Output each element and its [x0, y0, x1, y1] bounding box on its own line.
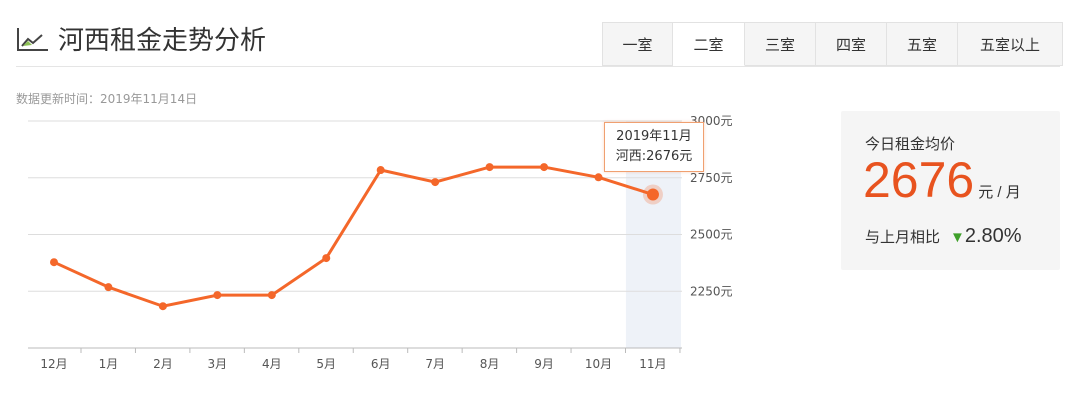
- x-tick-label: 8月: [480, 357, 500, 371]
- x-tick-label: 12月: [40, 357, 67, 371]
- data-point: [540, 163, 549, 172]
- data-point: [267, 291, 276, 300]
- data-point: [485, 163, 494, 172]
- change-value: 2.80%: [964, 225, 1022, 247]
- x-tick-label: 2月: [153, 357, 173, 371]
- tab-3-room[interactable]: 三室: [745, 22, 816, 66]
- data-point: [158, 302, 167, 311]
- title-text: 河西租金走势分析: [58, 26, 267, 56]
- avg-price: 2676 元 / 月: [863, 151, 1021, 209]
- compare-label: 与上月相比: [865, 228, 941, 246]
- page-title: 河西租金走势分析: [16, 20, 266, 57]
- price-value: 2676: [863, 152, 975, 208]
- y-tick-label: 2750元: [690, 171, 733, 185]
- update-time: 数据更新时间：2019年11月14日: [16, 92, 198, 106]
- room-tabs: 一室 二室 三室 四室 五室 五室以上: [602, 22, 1063, 66]
- down-arrow-icon: ▼: [950, 229, 965, 246]
- tab-5-room[interactable]: 五室: [887, 22, 958, 66]
- tooltip-value: 河西:2676元: [615, 149, 693, 164]
- y-tick-label: 2500元: [690, 228, 733, 242]
- divider: [16, 66, 1060, 67]
- x-tick-label: 4月: [262, 357, 282, 371]
- tab-5plus-room[interactable]: 五室以上: [958, 22, 1063, 66]
- summary-card: 今日租金均价 2676 元 / 月 与上月相比 ▼2.80%: [841, 111, 1060, 270]
- data-point: [104, 283, 113, 292]
- line-chart-icon: [17, 27, 48, 51]
- x-tick-label: 11月: [639, 357, 666, 371]
- data-point: [322, 254, 331, 263]
- price-unit: 元 / 月: [978, 184, 1021, 201]
- tab-4-room[interactable]: 四室: [816, 22, 887, 66]
- x-tick-label: 6月: [371, 357, 391, 371]
- x-tick-label: 10月: [585, 357, 612, 371]
- data-point: [594, 173, 603, 182]
- data-point: [50, 258, 58, 267]
- x-tick-label: 7月: [425, 357, 445, 371]
- tooltip-date: 2019年11月: [616, 129, 692, 144]
- x-tick-label: 3月: [208, 357, 228, 371]
- tab-2-room[interactable]: 二室: [673, 22, 745, 66]
- x-tick-label: 9月: [534, 357, 554, 371]
- y-tick-label: 2250元: [690, 284, 733, 298]
- data-point: [213, 291, 222, 300]
- data-point: [431, 178, 440, 187]
- x-tick-label: 1月: [99, 357, 119, 371]
- summary-label: 今日租金均价: [865, 135, 956, 153]
- tooltip: 2019年11月 河西:2676元: [604, 122, 704, 172]
- data-point: [376, 166, 385, 175]
- data-point: [646, 188, 659, 201]
- x-tick-label: 5月: [316, 357, 336, 371]
- series-line: [53, 165, 654, 308]
- tab-1-room[interactable]: 一室: [602, 22, 673, 66]
- compare-row: 与上月相比 ▼2.80%: [865, 225, 1022, 248]
